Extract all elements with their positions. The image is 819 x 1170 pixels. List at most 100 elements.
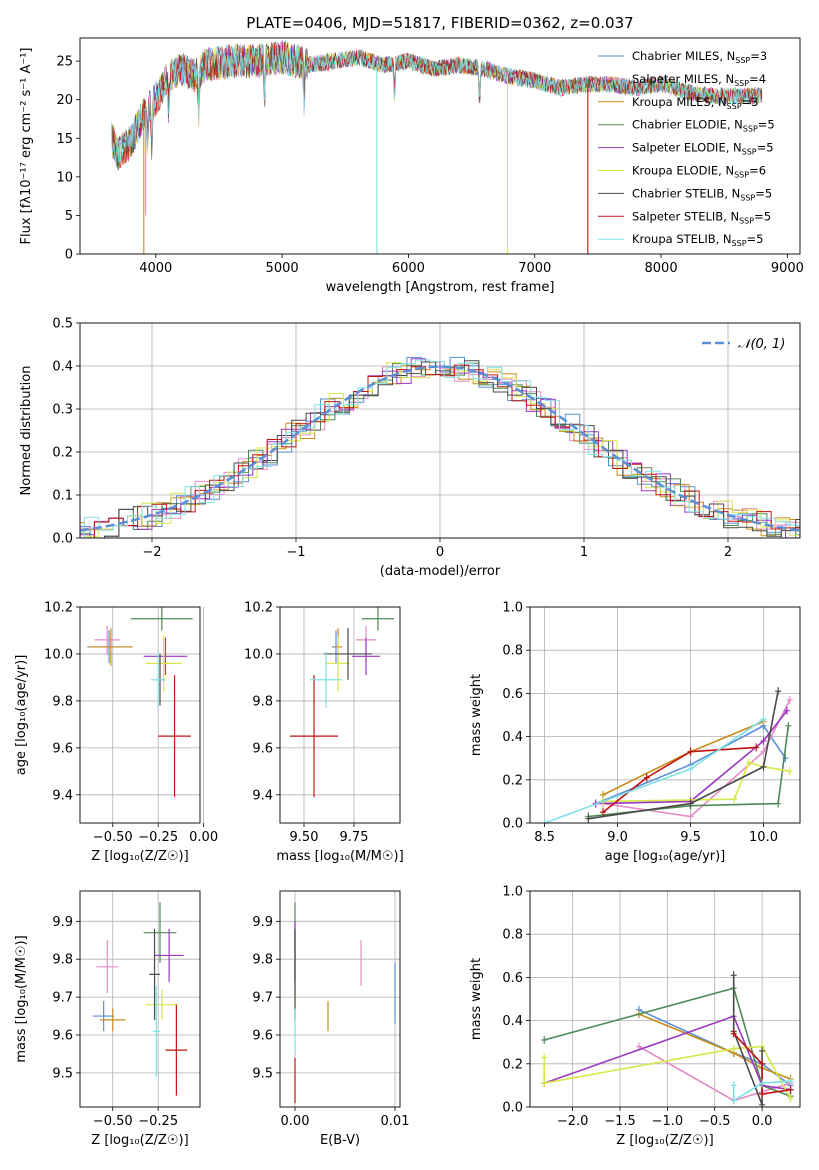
axes-frame bbox=[79, 606, 201, 824]
y-tick-label: 0.4 bbox=[52, 360, 73, 375]
legend-subscript: SSP bbox=[742, 148, 757, 157]
x-axis-label: E(B-V) bbox=[320, 1133, 360, 1148]
x-tick-label: 8000 bbox=[645, 261, 678, 276]
y-tick-label: 0.6 bbox=[502, 687, 523, 702]
x-axis-label: wavelength [Angstrom, rest frame] bbox=[326, 280, 555, 295]
y-tick-label: 9.4 bbox=[52, 788, 73, 803]
legend-label: Salpeter ELODIE, NSSP=5 bbox=[632, 141, 774, 157]
x-tick-label: 9.5 bbox=[680, 830, 701, 845]
mass-ebv-panel: 0.00 0.01 9.5 9.6 9.7 9.8 9.9 E(B-V) bbox=[252, 890, 409, 1148]
plot-area bbox=[111, 39, 763, 254]
x-tick-label: 7000 bbox=[518, 261, 551, 276]
x-tick-label: −2.0 bbox=[557, 1114, 589, 1129]
x-axis-label: Z [log₁₀(Z/Z☉)] bbox=[91, 1133, 188, 1148]
legend-count: =5 bbox=[758, 118, 775, 132]
legend-label: Chabrier MILES, NSSP=3 bbox=[632, 49, 767, 65]
y-tick-label: 5 bbox=[65, 209, 73, 224]
histogram-series bbox=[80, 356, 800, 538]
y-tick-label: 10.2 bbox=[244, 601, 273, 616]
y-tick-label: 0.4 bbox=[502, 1014, 523, 1029]
histogram-series bbox=[80, 361, 800, 537]
y-tick-label: 10 bbox=[56, 170, 73, 185]
x-tick-label: 0.0 bbox=[752, 1114, 773, 1129]
x-tick-label: 6000 bbox=[392, 261, 425, 276]
x-tick-label: −0.25 bbox=[138, 1114, 178, 1129]
y-tick-label: 0.0 bbox=[52, 532, 73, 547]
legend-subscript: SSP bbox=[735, 56, 750, 65]
histogram-series bbox=[80, 362, 800, 537]
y-tick-label: 15 bbox=[56, 132, 73, 147]
axes-frame bbox=[79, 37, 801, 255]
weight-series bbox=[543, 987, 791, 1097]
age-mass-panel: 9.50 9.75 9.4 9.6 9.8 10.0 10.2 mass [log₁₀(M/M… bbox=[244, 601, 404, 865]
weight-series bbox=[732, 1080, 791, 1102]
x-tick-label: 10.0 bbox=[749, 830, 778, 845]
weight-series bbox=[602, 720, 764, 796]
x-tick-label: −0.25 bbox=[138, 830, 178, 845]
weight-series bbox=[543, 1015, 791, 1091]
x-tick-label: 1 bbox=[580, 545, 588, 560]
plot-area bbox=[80, 356, 800, 538]
y-tick-label: 0.4 bbox=[502, 730, 523, 745]
y-tick-label: 9.4 bbox=[252, 788, 273, 803]
legend-count: =3 bbox=[742, 95, 759, 109]
weight-series bbox=[588, 691, 779, 820]
y-tick-label: 0.0 bbox=[502, 817, 523, 832]
y-tick-label: 9.6 bbox=[52, 741, 73, 756]
y-tick-label: 0.3 bbox=[52, 403, 73, 418]
x-tick-label: 4000 bbox=[139, 261, 172, 276]
legend-subscript: SSP bbox=[739, 216, 754, 225]
y-tick-label: 9.7 bbox=[252, 991, 273, 1006]
spectrum-panel: 4000 5000 6000 7000 8000 9000 0 5 10 15 20 25 wavele… bbox=[19, 37, 804, 295]
x-tick-label: 9.75 bbox=[340, 830, 369, 845]
metallicity-weight-panel: −2.0 −1.5 −1.0 −0.5 0.0 0.0 0.2 0.4 0.6 0.8 1.0 Z [… bbox=[469, 885, 801, 1148]
legend-count: =4 bbox=[749, 72, 766, 86]
axes-frame bbox=[529, 606, 801, 824]
y-tick-label: 9.6 bbox=[252, 741, 273, 756]
x-tick-label: −0.50 bbox=[93, 1114, 133, 1129]
legend-subscript: SSP bbox=[734, 79, 749, 88]
x-axis-label: (data-model)/error bbox=[380, 564, 501, 579]
legend-label: Kroupa STELIB, NSSP=5 bbox=[632, 232, 763, 248]
legend-label: Salpeter STELIB, NSSP=5 bbox=[632, 209, 771, 225]
spectrum-line bbox=[111, 41, 763, 163]
figure-title: PLATE=0406, MJD=51817, FIBERID=0362, z=0… bbox=[246, 14, 633, 32]
legend-label: Chabrier STELIB, NSSP=5 bbox=[632, 186, 772, 202]
axes-frame bbox=[279, 606, 401, 824]
normal-curve bbox=[80, 365, 800, 532]
y-tick-label: 0.8 bbox=[502, 928, 523, 943]
y-tick-label: 25 bbox=[56, 55, 73, 70]
x-tick-label: −0.5 bbox=[699, 1114, 731, 1129]
y-axis-label: mass weight bbox=[469, 958, 484, 1040]
age-metallicity-panel: −0.50 −0.25 0.00 9.4 9.6 9.8 10.0 10.2 Z [log₁₀(… bbox=[14, 601, 218, 865]
y-tick-label: 9.9 bbox=[252, 915, 273, 930]
y-tick-label: 9.8 bbox=[252, 694, 273, 709]
y-tick-label: 0.2 bbox=[52, 446, 73, 461]
x-tick-label: 9.50 bbox=[290, 830, 319, 845]
mass-metallicity-panel: −0.50 −0.25 9.5 9.6 9.7 9.8 9.9 Z [log₁₀(Z/Z☉)]… bbox=[14, 890, 201, 1148]
x-tick-label: 8.5 bbox=[534, 830, 555, 845]
weight-series bbox=[602, 699, 791, 818]
x-tick-label: −1.5 bbox=[604, 1114, 636, 1129]
plot-area bbox=[541, 687, 793, 823]
y-tick-label: 1.0 bbox=[502, 601, 523, 616]
plot-area bbox=[541, 971, 794, 1107]
legend-count: =5 bbox=[747, 232, 764, 246]
y-tick-label: 9.6 bbox=[52, 1029, 73, 1044]
axes-frame bbox=[279, 890, 401, 1108]
y-tick-label: 10.2 bbox=[44, 601, 73, 616]
panels: 4000 5000 6000 7000 8000 90000510152025wavele… bbox=[14, 37, 804, 1148]
y-tick-label: 0.2 bbox=[502, 1057, 523, 1072]
y-tick-label: 0 bbox=[65, 248, 73, 263]
y-tick-label: 9.8 bbox=[52, 953, 73, 968]
axes-frame bbox=[79, 322, 801, 539]
x-tick-label: 9.0 bbox=[607, 830, 628, 845]
y-tick-label: 9.8 bbox=[252, 953, 273, 968]
x-tick-label: 9000 bbox=[771, 261, 804, 276]
legend-count: =5 bbox=[754, 209, 771, 223]
y-tick-label: 0.1 bbox=[52, 489, 73, 504]
y-tick-label: 10.0 bbox=[244, 647, 273, 662]
y-tick-label: 0.5 bbox=[52, 317, 73, 332]
histogram-series bbox=[80, 359, 800, 538]
